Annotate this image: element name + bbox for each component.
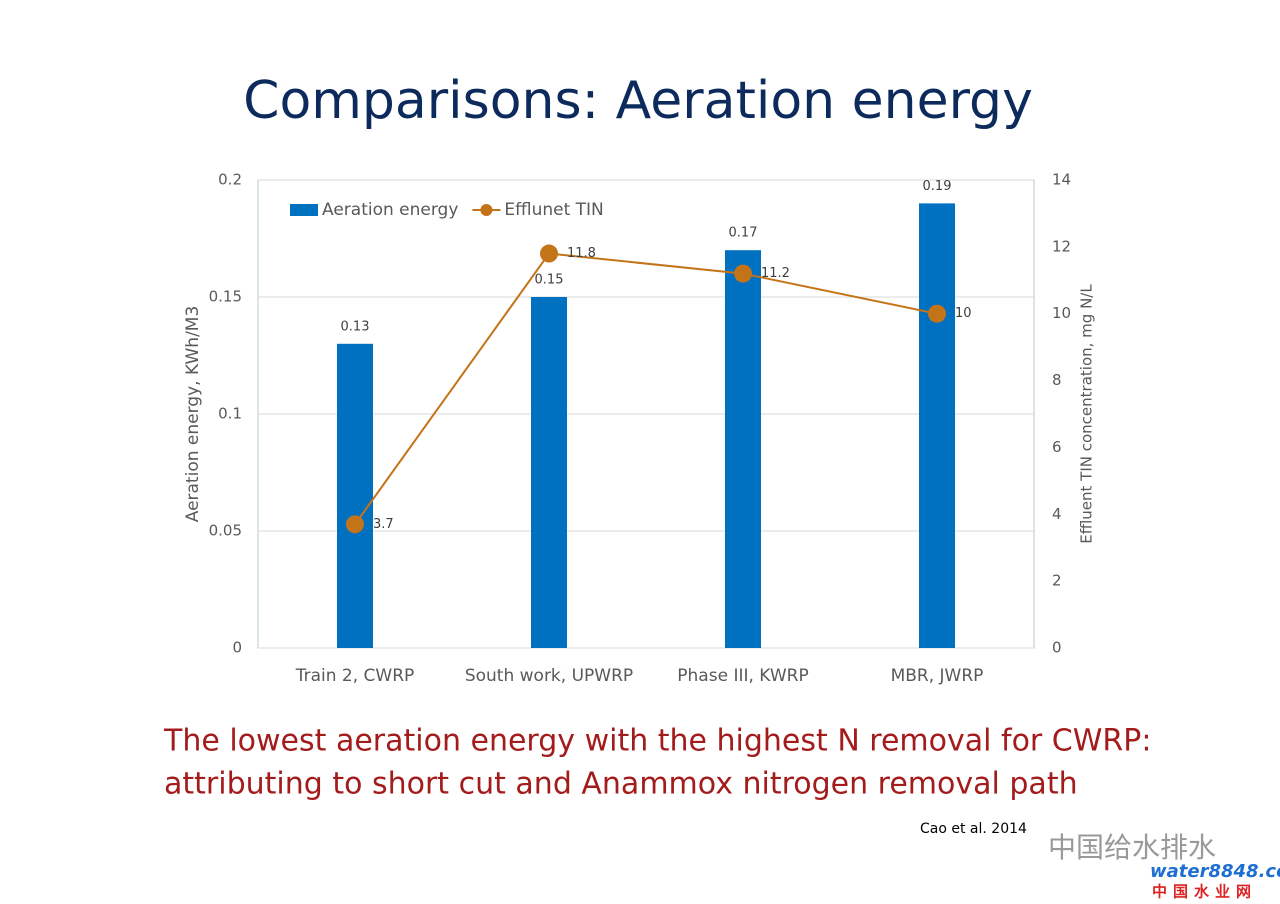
legend-swatch (290, 204, 318, 216)
citation: Cao et al. 2014 (920, 821, 1027, 837)
x-tick-label: MBR, JWRP (891, 666, 984, 686)
y2-tick-label: 10 (1052, 304, 1071, 322)
y2-tick-label: 8 (1052, 371, 1062, 389)
line (354, 252, 938, 525)
bar (531, 297, 567, 648)
data-label: 0.13 (341, 319, 370, 334)
y-tick-label: 0.1 (218, 405, 242, 423)
legend-swatch (480, 204, 493, 216)
y2-tick-label: 2 (1052, 572, 1062, 590)
data-label: 0.19 (923, 179, 952, 194)
y2-axis-label: Effluent TIN concentration, mg N/L (1078, 284, 1096, 544)
y2-tick-label: 6 (1052, 438, 1062, 456)
data-label: 11.8 (567, 246, 596, 261)
marker (734, 264, 752, 283)
data-label: 3.7 (373, 517, 394, 532)
x-tick-label: Train 2, CWRP (295, 666, 415, 686)
watermark: water8848.com (1150, 861, 1280, 882)
watermark: 中国水业网 (1152, 883, 1257, 901)
y2-tick-label: 14 (1052, 171, 1071, 189)
marker (928, 304, 946, 323)
x-tick-label: Phase III, KWRP (677, 666, 808, 686)
legend-label: Aeration energy (322, 200, 458, 220)
y2-tick-label: 4 (1052, 505, 1062, 523)
bar (725, 250, 761, 648)
y2-tick-label: 0 (1052, 639, 1062, 657)
marker (540, 244, 558, 263)
y-tick-label: 0 (232, 639, 242, 657)
watermark: 中国给水排水 (1048, 831, 1216, 864)
data-label: 10 (955, 306, 972, 321)
y-tick-label: 0.2 (218, 171, 242, 189)
y-axis-label: Aeration energy, KWh/M3 (183, 306, 203, 523)
legend-label: Efflunet TIN (504, 200, 603, 220)
caption-line: The lowest aeration energy with the high… (163, 724, 1151, 759)
marker (346, 515, 364, 534)
slide-title: Comparisons: Aeration energy (243, 71, 1033, 131)
data-label: 0.15 (535, 273, 564, 288)
y-tick-label: 0.05 (209, 522, 242, 540)
caption-line: attributing to short cut and Anammox nit… (164, 767, 1078, 802)
data-label: 0.17 (729, 226, 758, 241)
x-tick-label: South work, UPWRP (465, 666, 633, 686)
bar (337, 343, 373, 648)
y-tick-label: 0.15 (209, 288, 242, 306)
data-label: 11.2 (761, 266, 790, 281)
y2-tick-label: 12 (1052, 237, 1071, 255)
bar (919, 203, 955, 648)
